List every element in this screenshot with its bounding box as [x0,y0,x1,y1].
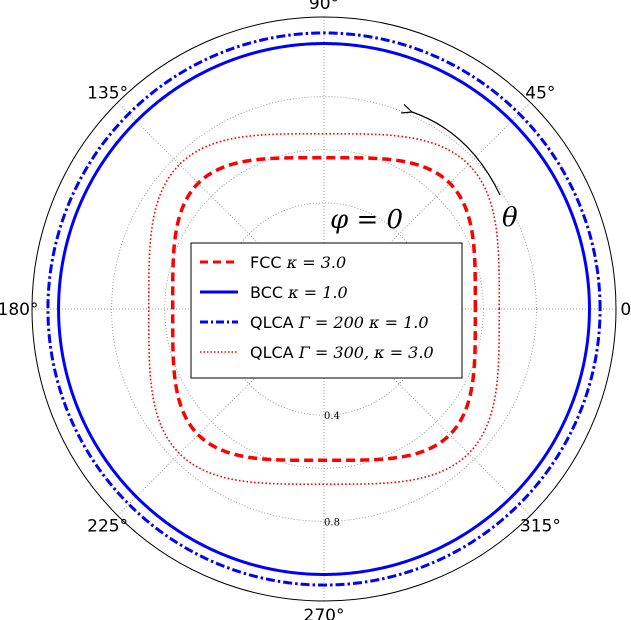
angle-tick-label: 315° [520,516,561,536]
annotations: φ = 0 θ [330,112,518,235]
legend-label-prefix: QLCA [250,343,294,362]
annotation-phi: φ = 0 [330,205,403,235]
svg-text:QLCA Γ = 300, κ = 3.0: QLCA Γ = 300, κ = 3.0 [250,343,434,362]
radial-tick-labels: 0.4 0.8 [324,411,340,528]
annotation-theta: θ [502,203,518,233]
angle-tick-label: 45° [525,84,555,104]
rotation-arrow [412,112,501,196]
series-line [57,42,591,576]
legend-label-math: κ = 1.0 [287,283,348,302]
svg-text:BCC κ = 1.0: BCC κ = 1.0 [250,283,348,302]
legend-box [190,242,463,379]
svg-text:QLCA Γ = 200 κ = 1.0: QLCA Γ = 200 κ = 1.0 [250,313,429,332]
angle-tick-label: 90° [309,0,339,14]
legend-entry: QLCA Γ = 200 κ = 1.0 [200,313,429,332]
legend-entry: FCC κ = 3.0 [200,253,346,272]
angle-tick-label: 225° [87,516,128,536]
angle-tick-label: 180° [0,300,38,320]
svg-text:FCC κ = 3.0: FCC κ = 3.0 [250,253,346,272]
legend-label-math: κ = 3.0 [286,253,347,272]
legend-label-prefix: FCC [250,253,282,272]
angle-tick-label: 135° [87,84,128,104]
series-line [148,133,500,485]
legend: FCC κ = 3.0 BCC κ = 1.0 QLCA Γ = 200 κ =… [190,242,463,379]
legend-label-prefix: QLCA [250,313,294,332]
radial-tick-label: 0.4 [324,411,340,422]
angle-tick-label: 270° [304,606,345,620]
radial-grid-circle [111,96,537,522]
polar-frame [31,16,617,602]
angle-tick-label: 0° [620,300,631,320]
legend-label-math: Γ = 300, κ = 3.0 [298,343,434,362]
radial-tick-label: 0.8 [324,517,340,528]
legend-entry: BCC κ = 1.0 [200,283,348,302]
legend-label-math: Γ = 200 κ = 1.0 [298,313,429,332]
series-line [170,155,478,463]
legend-entry: QLCA Γ = 300, κ = 3.0 [200,343,434,362]
data-series [46,31,602,587]
legend-label-prefix: BCC [250,283,283,302]
